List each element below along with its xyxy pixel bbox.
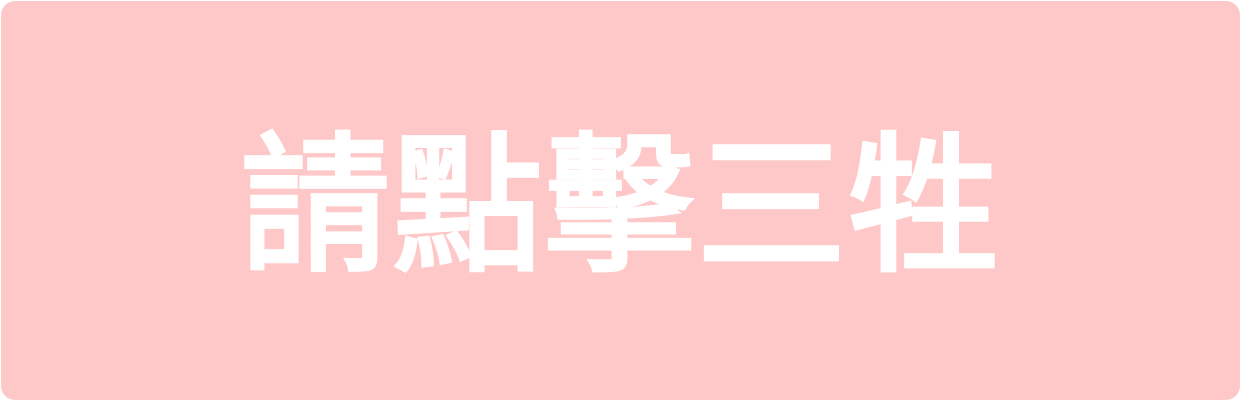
button-label: 請點擊三牲 [240,119,1001,294]
